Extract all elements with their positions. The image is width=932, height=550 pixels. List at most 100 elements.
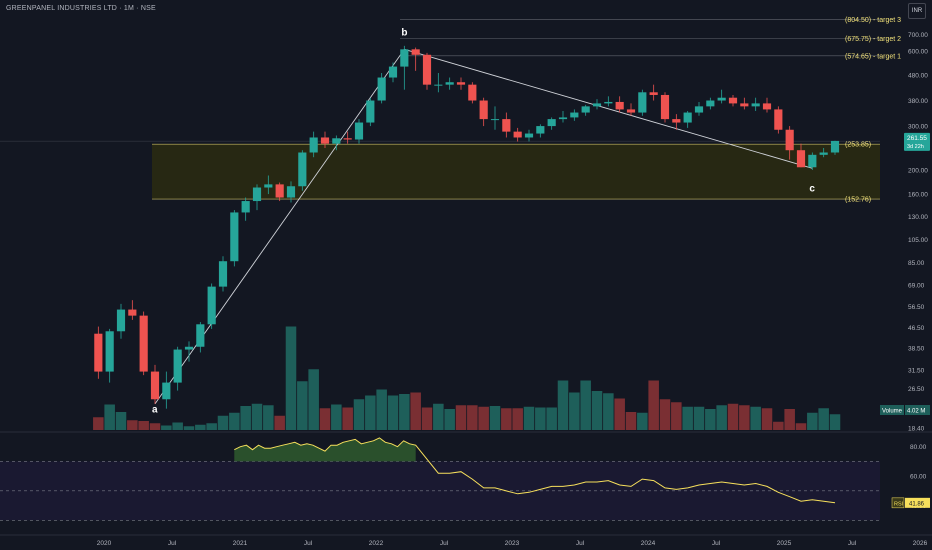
volume-bar — [569, 392, 580, 430]
price-tick: 85.00 — [908, 260, 925, 267]
candle-body — [366, 100, 375, 123]
volume-bar — [353, 399, 365, 430]
rsi-name: RSI — [894, 501, 904, 507]
candle-body — [751, 103, 760, 107]
volume-bar — [682, 406, 693, 430]
volume-bar — [410, 392, 421, 430]
time-tick: 2022 — [369, 540, 384, 547]
level-label: (675.75) - target 2 — [845, 36, 901, 43]
candle-body — [728, 97, 738, 104]
candle-body — [660, 94, 670, 120]
volume-bar — [127, 420, 138, 430]
time-tick: 2023 — [505, 540, 520, 547]
candle-body — [105, 331, 114, 372]
volume-bar — [557, 380, 569, 430]
rsi-value-badge — [905, 497, 930, 508]
candle-body — [173, 349, 182, 383]
volume-bar — [263, 405, 274, 430]
price-tick: 38.50 — [908, 346, 925, 353]
level-label: (804.50) - target 3 — [845, 17, 901, 24]
price-tick: 69.00 — [908, 283, 925, 290]
currency-button[interactable]: INR — [908, 3, 926, 19]
volume-bars — [93, 326, 841, 430]
candle-body — [706, 100, 715, 107]
volume-bar — [467, 405, 478, 430]
candle-body — [502, 119, 511, 132]
rsi-tick: 60.00 — [910, 474, 927, 481]
volume-bar — [705, 409, 716, 430]
rsi-name-badge — [891, 497, 905, 509]
symbol-title[interactable]: GREENPANEL INDUSTRIES LTD · 1M · NSE — [6, 5, 156, 12]
rsi-line — [234, 437, 836, 504]
candle-body — [615, 101, 624, 110]
volume-bar — [444, 409, 455, 430]
level-label: (574.65) - target 1 — [845, 53, 901, 60]
volume-name-badge — [880, 405, 904, 415]
candle-body — [558, 117, 568, 120]
candle-body — [94, 333, 103, 372]
volume-bar — [138, 421, 149, 430]
candle-body — [377, 77, 386, 101]
candle-body — [128, 309, 137, 316]
volume-bar — [637, 412, 648, 430]
volume-bar — [274, 415, 285, 430]
candle-body — [275, 184, 284, 198]
volume-bar — [387, 395, 399, 430]
candle-body — [298, 152, 307, 187]
volume-bar — [591, 391, 603, 430]
volume-bar — [546, 407, 557, 430]
volume-bar — [523, 406, 535, 430]
volume-bar — [716, 405, 727, 430]
time-tick: Jul — [712, 540, 721, 547]
candle-body — [649, 92, 658, 95]
volume-bar — [399, 394, 410, 430]
time-tick: 2026 — [913, 540, 928, 547]
candle-body — [819, 152, 828, 155]
candle-body — [536, 126, 545, 134]
support-zone-rect — [152, 144, 880, 200]
candle-body — [445, 82, 454, 85]
price-tick: 700.00 — [908, 32, 928, 39]
volume-bar — [727, 403, 739, 430]
candles[interactable] — [94, 45, 840, 409]
volume-bar — [535, 407, 546, 430]
volume-bar — [761, 408, 773, 430]
candle-body — [830, 140, 840, 153]
price-tick: 380.00 — [908, 98, 928, 105]
volume-bar — [784, 409, 795, 430]
volume-bar — [308, 369, 319, 430]
volume-bar — [501, 408, 512, 430]
candle-body — [490, 119, 500, 121]
time-tick: 2025 — [777, 540, 792, 547]
candle-body — [230, 212, 239, 262]
volume-bar — [93, 417, 104, 430]
candle-body — [354, 122, 364, 140]
volume-bar — [229, 412, 240, 430]
price-tick: 300.00 — [908, 124, 928, 131]
candle-body — [400, 49, 409, 67]
volume-bar — [331, 404, 342, 430]
volume-bar — [172, 422, 183, 430]
candle-body — [241, 201, 250, 213]
rsi-value: 41.86 — [909, 501, 925, 507]
candle-body — [626, 109, 636, 113]
candle-body — [774, 109, 783, 130]
volume-bar — [614, 398, 625, 430]
time-tick: Jul — [440, 540, 449, 547]
volume-bar — [285, 326, 297, 430]
bar-countdown: 3d 22h — [907, 144, 924, 150]
candle-body — [740, 103, 749, 107]
price-tick: 46.50 — [908, 325, 925, 332]
candle-body — [434, 84, 443, 86]
volume-bar — [104, 404, 115, 430]
volume-bar — [818, 408, 829, 430]
time-tick: Jul — [576, 540, 585, 547]
axes: 700.00600.00480.00380.00300.00250.00200.… — [0, 32, 932, 547]
candle-body — [762, 103, 772, 110]
candle-body — [309, 137, 318, 153]
time-tick: Jul — [168, 540, 177, 547]
candle-body — [592, 103, 602, 107]
time-tick: 2024 — [641, 540, 656, 547]
